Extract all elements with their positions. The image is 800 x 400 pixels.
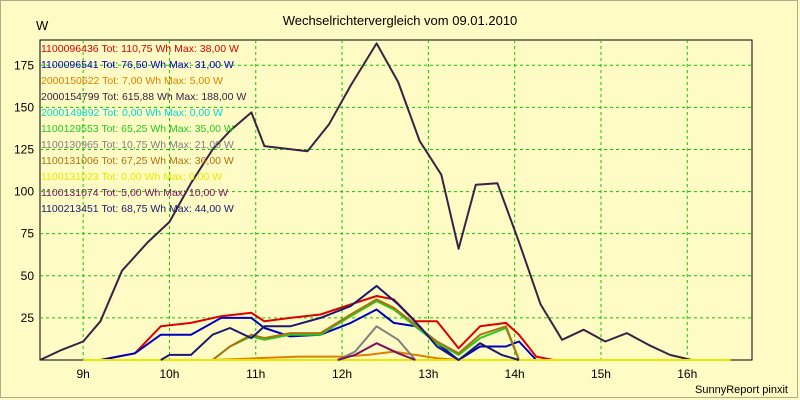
legend: 1100096436 Tot: 110,75 Wh Max: 38,00 W 11… xyxy=(41,43,246,215)
x-tick-label: 16h xyxy=(677,367,697,381)
series-line-2000150622 xyxy=(212,350,459,361)
axis-ticks: 9h 10h 11h 12h 13h 14h 15h 16h 25 50 75 100 125 150 17… xyxy=(14,58,697,381)
y-tick-label: 25 xyxy=(21,311,35,325)
legend-entry: 2000149892 Tot: 0,00 Wh Max: 0,00 W xyxy=(41,107,223,119)
footer-label: SunnyReport pinxit xyxy=(695,384,788,396)
series-line-1100131006 xyxy=(211,298,520,361)
x-tick-label: 10h xyxy=(159,367,179,381)
series-line-2000154799 xyxy=(39,42,731,361)
series-line-1100129553 xyxy=(211,300,520,361)
x-tick-label: 13h xyxy=(418,367,438,381)
grid-lines xyxy=(40,40,752,360)
legend-entry: 1100131074 Tot: 5,00 Wh Max: 10,00 W xyxy=(41,187,228,199)
series-line-1100096436 xyxy=(100,295,584,361)
x-tick-label: 15h xyxy=(591,367,611,381)
y-tick-label: 125 xyxy=(14,142,34,156)
legend-entry: 1100129553 Tot: 65,25 Wh Max: 35,00 W xyxy=(41,123,234,135)
legend-entry: 1100131006 Tot: 67,25 Wh Max: 36,00 W xyxy=(41,155,234,167)
legend-entry: 1100096541 Tot: 76,50 Wh Max: 31,00 W xyxy=(41,59,234,71)
legend-entry: 1100213451 Tot: 68,75 Wh Max: 44,00 W xyxy=(41,203,234,215)
y-tick-label: 175 xyxy=(14,58,34,72)
legend-entry: 1100096436 Tot: 110,75 Wh Max: 38,00 W xyxy=(41,43,239,55)
legend-entry: 2000150622 Tot: 7,00 Wh Max: 5,00 W xyxy=(41,75,223,87)
y-axis-label: W xyxy=(36,18,49,33)
legend-entry: 2000154799 Tot: 615,88 Wh Max: 188,00 W xyxy=(41,91,246,103)
series-line-1100096541 xyxy=(100,308,554,361)
x-tick-label: 14h xyxy=(505,367,525,381)
legend-entry: 1100130965 Tot: 10,75 Wh Max: 21,00 W xyxy=(41,139,234,151)
series-line-1100213451 xyxy=(160,284,520,361)
x-tick-label: 9h xyxy=(76,367,89,381)
x-tick-label: 11h xyxy=(246,367,265,381)
y-tick-label: 50 xyxy=(21,269,35,283)
x-tick-label: 12h xyxy=(332,367,352,381)
series-line-1100131074 xyxy=(337,342,416,361)
y-tick-label: 75 xyxy=(21,227,35,241)
y-tick-label: 150 xyxy=(14,100,34,114)
legend-entry: 1100131023 Tot: 0,00 Wh Max: 0,00 W xyxy=(41,171,222,183)
y-tick-label: 100 xyxy=(14,185,34,199)
chart-title: Wechselrichtervergleich vom 09.01.2010 xyxy=(283,13,518,28)
series-lines xyxy=(39,42,731,361)
